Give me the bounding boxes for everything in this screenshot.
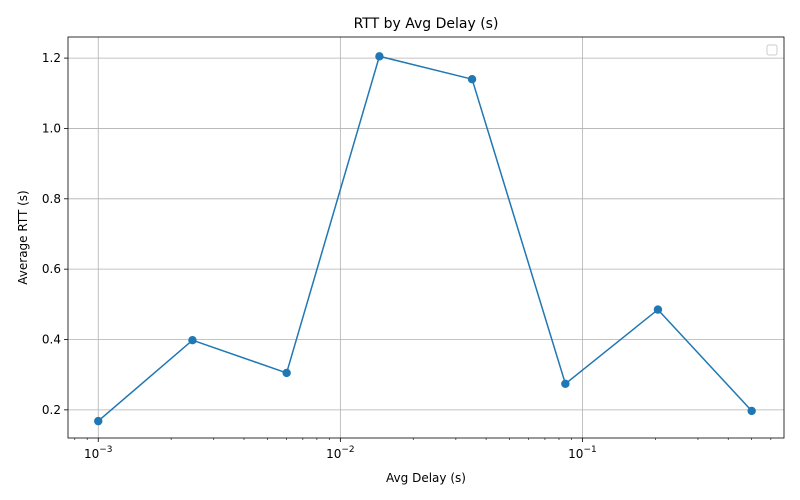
x-tick-label-base: 10 bbox=[568, 447, 583, 461]
x-tick-label-exponent: −3 bbox=[99, 445, 112, 455]
data-point bbox=[653, 305, 663, 314]
y-tick-label: 1.2 bbox=[42, 51, 61, 65]
x-tick-label: 10−2 bbox=[326, 445, 355, 461]
grid bbox=[68, 37, 784, 438]
ticks: 0.20.40.60.81.01.210−3 10−2 10−1 bbox=[42, 51, 772, 461]
y-tick-label: 1.0 bbox=[42, 121, 61, 135]
x-tick-label: 10−1 bbox=[568, 445, 597, 461]
data-point bbox=[375, 52, 384, 61]
data-point bbox=[188, 336, 197, 345]
data-point bbox=[94, 416, 103, 426]
data-point bbox=[561, 379, 570, 389]
y-tick-label: 0.2 bbox=[42, 403, 61, 417]
data-point bbox=[467, 75, 477, 84]
plot-frame bbox=[67, 36, 785, 439]
x-axis-label: Avg Delay (s) bbox=[386, 471, 466, 485]
x-tick-label-exponent: −1 bbox=[583, 445, 596, 455]
x-tick-label-base: 10 bbox=[326, 447, 341, 461]
legend-box bbox=[766, 44, 778, 56]
y-tick-label: 0.4 bbox=[42, 333, 61, 347]
series-line bbox=[97, 55, 753, 422]
data-point bbox=[747, 406, 756, 416]
series bbox=[94, 52, 756, 426]
y-tick-label: 0.6 bbox=[42, 262, 61, 276]
y-tick-label: 0.8 bbox=[42, 192, 61, 206]
chart-title: RTT by Avg Delay (s) bbox=[354, 16, 499, 32]
x-tick-label-base: 10 bbox=[84, 447, 99, 461]
y-axis-label: Average RTT (s) bbox=[16, 190, 30, 284]
x-tick-label: 10−3 bbox=[84, 445, 113, 461]
data-point bbox=[282, 368, 291, 378]
x-tick-label-exponent: −2 bbox=[341, 445, 354, 455]
